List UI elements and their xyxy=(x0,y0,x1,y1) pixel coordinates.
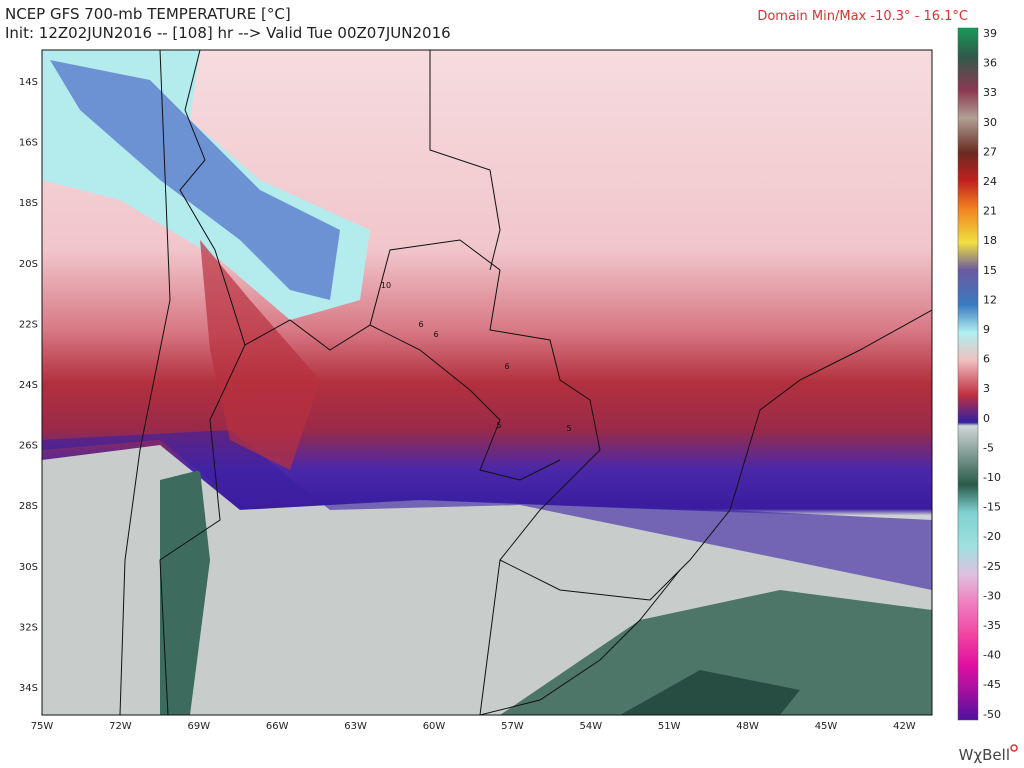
lat-label: 26S xyxy=(19,441,38,452)
colorbar-label: -35 xyxy=(983,619,1001,632)
colorbar xyxy=(957,27,979,721)
lat-label: 34S xyxy=(19,683,38,694)
colorbar-label: -50 xyxy=(983,708,1001,721)
colorbar-label: 33 xyxy=(983,86,997,99)
lat-label: 14S xyxy=(19,77,38,88)
colorbar-label: 36 xyxy=(983,57,997,70)
lon-label: 69W xyxy=(187,721,210,732)
contour-label: 10 xyxy=(381,281,391,290)
lat-label: 30S xyxy=(19,562,38,573)
colorbar-label: 27 xyxy=(983,145,997,158)
colorbar-label: 3 xyxy=(983,382,990,395)
lat-label: 22S xyxy=(19,319,38,330)
contour-label: 5 xyxy=(566,424,571,433)
colorbar-label: 39 xyxy=(983,27,997,40)
lat-label: 18S xyxy=(19,198,38,209)
logo: WχBell xyxy=(959,746,1010,764)
colorbar-label: 12 xyxy=(983,293,997,306)
lat-label: 32S xyxy=(19,622,38,633)
colorbar-label: 6 xyxy=(983,353,990,366)
lon-label: 75W xyxy=(31,721,54,732)
colorbar-label: 0 xyxy=(983,412,990,425)
contour-label: 6 xyxy=(418,320,423,329)
contour-label: 5 xyxy=(496,421,501,430)
lon-label: 48W xyxy=(736,721,759,732)
colorbar-label: 21 xyxy=(983,205,997,218)
lat-label: 16S xyxy=(19,138,38,149)
colorbar-label: 24 xyxy=(983,175,997,188)
colorbar-label: -5 xyxy=(983,441,994,454)
lat-label: 20S xyxy=(19,259,38,270)
lon-label: 54W xyxy=(579,721,602,732)
lon-label: 45W xyxy=(815,721,838,732)
lat-label: 28S xyxy=(19,501,38,512)
lat-label: 24S xyxy=(19,380,38,391)
lon-label: 51W xyxy=(658,721,681,732)
colorbar-label: -30 xyxy=(983,589,1001,602)
contour-label: 6 xyxy=(504,362,509,371)
colorbar-label: 30 xyxy=(983,116,997,129)
logo-dot xyxy=(1010,744,1018,752)
lon-label: 72W xyxy=(109,721,132,732)
temperature-field xyxy=(42,50,932,715)
lon-label: 63W xyxy=(344,721,367,732)
colorbar-label: -25 xyxy=(983,560,1001,573)
lon-label: 42W xyxy=(893,721,916,732)
lon-label: 57W xyxy=(501,721,524,732)
contour-label: 6 xyxy=(433,330,438,339)
borders xyxy=(119,50,932,715)
colorbar-label: 9 xyxy=(983,323,990,336)
colorbar-label: -10 xyxy=(983,471,1001,484)
colorbar-label: -15 xyxy=(983,501,1001,514)
map-frame xyxy=(41,49,933,716)
lon-label: 60W xyxy=(423,721,446,732)
colorbar-label: -40 xyxy=(983,649,1001,662)
lon-label: 66W xyxy=(266,721,289,732)
title: NCEP GFS 700-mb TEMPERATURE [°C] xyxy=(5,5,291,23)
colorbar-label: -45 xyxy=(983,678,1001,691)
colorbar-label: 15 xyxy=(983,264,997,277)
init-line: Init: 12Z02JUN2016 -- [108] hr --> Valid… xyxy=(5,24,451,42)
colorbar-label: -20 xyxy=(983,530,1001,543)
domain-minmax: Domain Min/Max -10.3° - 16.1°C xyxy=(757,9,968,24)
colorbar-label: 18 xyxy=(983,234,997,247)
